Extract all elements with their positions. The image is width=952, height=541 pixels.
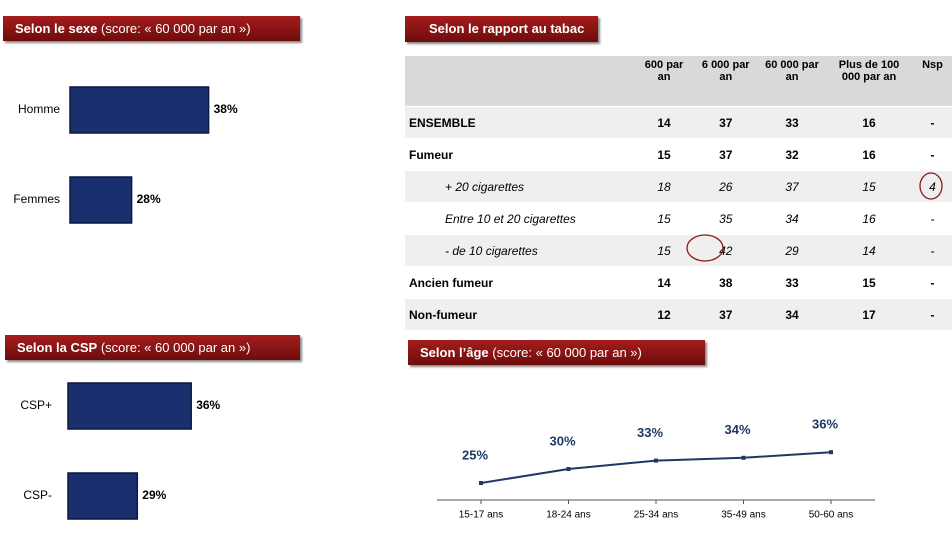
table-cell: 34 [758, 202, 826, 235]
title: Selon le sexe [15, 21, 98, 36]
table-cell: - [912, 266, 952, 299]
line [480, 451, 832, 484]
point [654, 458, 658, 463]
table-cell: 16 [825, 106, 913, 139]
table-row: + 20 cigarettes 18 26 37 15 4 [405, 170, 952, 203]
category-label: Homme [18, 102, 60, 116]
table-cell: 6 000 par an [692, 56, 759, 107]
section-title: Selon le sexe (score: « 60 000 par an ») [3, 16, 300, 41]
table-cell: ENSEMBLE [405, 106, 636, 139]
table-cell: 33 [758, 266, 826, 299]
table-cell: 14 [825, 234, 913, 267]
title: Selon le rapport au tabac [429, 21, 585, 36]
table-cell: 17 [825, 298, 913, 331]
table-cell: Plus de 100 000 par an [825, 56, 913, 107]
table-cell: 37 [692, 138, 759, 171]
bar [69, 86, 210, 134]
x-tick-label: 18-24 ans [546, 510, 590, 521]
table-cell [405, 56, 636, 107]
table-cell: - de 10 cigarettes [405, 234, 636, 267]
table-cell: 29 [758, 234, 826, 267]
category-label: CSP+ [20, 398, 52, 412]
table-cell: 26 [692, 170, 759, 203]
table-row: Fumeur 15 37 32 16- [405, 138, 952, 171]
point [741, 455, 746, 460]
value-label: 34% [724, 422, 750, 437]
table: 600 par an 6 000 par an 60 000 par an Plus … [405, 56, 952, 331]
table-row: Ancien fumeur 14 38 33 15- [405, 266, 952, 299]
point [566, 467, 571, 471]
table-cell: 15 [825, 170, 913, 203]
table-cell: 32 [758, 138, 826, 171]
subtitle: (score: « 60 000 par an ») [492, 345, 642, 360]
table-cell: - [912, 298, 952, 331]
table-cell: Fumeur [405, 138, 636, 171]
bar [67, 382, 192, 430]
x-tick-label: 25-34 ans [634, 510, 678, 521]
highlight-circle [686, 234, 724, 262]
value-label: 36% [812, 417, 838, 432]
bar [69, 176, 133, 224]
table-cell: 15 [825, 266, 913, 299]
table-cell: 15 [635, 138, 693, 171]
point [829, 450, 833, 455]
value-label: 38% [214, 102, 238, 116]
table-cell: 16 [825, 202, 913, 235]
point [479, 481, 483, 485]
category-label: Femmes [13, 192, 60, 206]
table-row: Entre 10 et 20 cigarettes 15 35 34 16- [405, 202, 952, 235]
table-row: Non-fumeur 12 37 34 17- [405, 298, 952, 331]
value-label: 33% [637, 425, 663, 440]
table-row: - de 10 cigarettes 15 42 29 14- [405, 234, 952, 267]
table-cell: 18 [635, 170, 693, 203]
title: Selon l’âge [420, 345, 489, 360]
x-tick-label: 15-17 ans [459, 510, 503, 521]
bar [67, 472, 139, 520]
table-cell: - [912, 202, 952, 235]
x-tick-label: 35-49 ans [721, 510, 765, 521]
value-label: 30% [549, 433, 575, 448]
table-cell: 15 [635, 202, 693, 235]
category-label: CSP- [23, 488, 52, 502]
table-cell: 12 [635, 298, 693, 331]
table-cell: 35 [692, 202, 759, 235]
table-cell: 14 [635, 106, 693, 139]
table-row: ENSEMBLE 14 37 33 16- [405, 106, 952, 139]
value-label: 28% [137, 192, 161, 206]
table-cell: Entre 10 et 20 cigarettes [405, 202, 636, 235]
subtitle: (score: « 60 000 par an ») [101, 21, 251, 36]
table-cell: + 20 cigarettes [405, 170, 636, 203]
x-tick-label: 50-60 ans [809, 510, 853, 521]
table-cell: - [912, 234, 952, 267]
table-cell: 37 [692, 298, 759, 331]
table-cell: Nsp [912, 56, 952, 107]
table-cell: 14 [635, 266, 693, 299]
table-cell: 37 [758, 170, 826, 203]
value-label: 36% [196, 398, 220, 412]
section-title: Selon la CSP (score: « 60 000 par an ») [5, 335, 300, 360]
table-cell: 34 [758, 298, 826, 331]
table-cell: 16 [825, 138, 913, 171]
table-cell: - [912, 138, 952, 171]
header-row: 600 par an 6 000 par an 60 000 par an Plus … [405, 56, 952, 107]
section-title: Selon l’âge (score: « 60 000 par an ») [408, 340, 705, 365]
table-cell: Non-fumeur [405, 298, 636, 331]
section-title: Selon le rapport au tabac [405, 16, 598, 42]
table-cell: - [912, 106, 952, 139]
table-cell: 15 [635, 234, 693, 267]
table-cell: 38 [692, 266, 759, 299]
subtitle: (score: « 60 000 par an ») [100, 340, 251, 355]
table-cell: 33 [758, 106, 826, 139]
table-cell: 60 000 par an [758, 56, 826, 107]
title: Selon la CSP [17, 340, 98, 355]
table-cell: Ancien fumeur [405, 266, 636, 299]
table-cell: 37 [692, 106, 759, 139]
table-cell: 600 par an [635, 56, 693, 107]
value-label: 29% [142, 488, 166, 502]
value-label: 25% [462, 447, 488, 462]
highlight-circle [919, 172, 943, 200]
